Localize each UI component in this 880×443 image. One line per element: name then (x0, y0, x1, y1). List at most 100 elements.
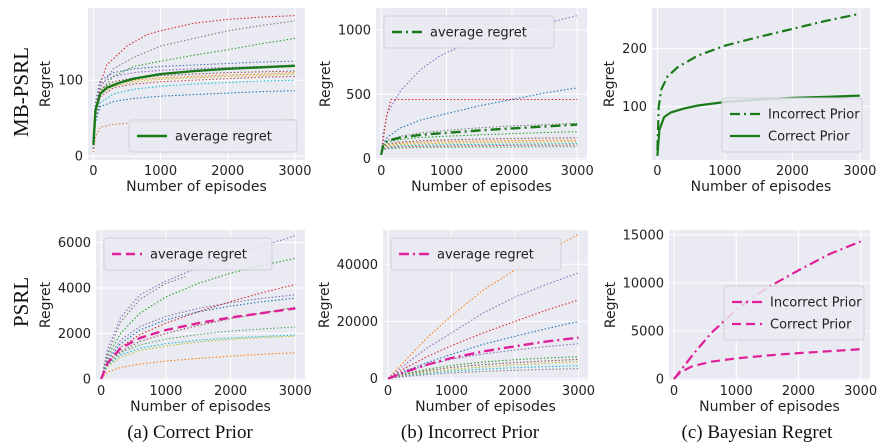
run-line (387, 299, 579, 380)
series-line-average-regret (100, 307, 296, 380)
legend-box (721, 97, 863, 153)
y-tick-label: 20000 (337, 315, 378, 330)
y-tick-label: 0 (370, 372, 378, 387)
x-tick-label: 1000 (720, 384, 753, 399)
x-tick-label: 0 (670, 384, 678, 399)
y-tick-label: 10000 (623, 276, 664, 291)
x-axis-label: Number of episodes (415, 399, 556, 415)
chart-mbpsrl-bayes: 0 1000 2000 3000 100 200 Number of episodes Reg… (602, 8, 876, 195)
x-tick-label: 0 (97, 384, 105, 399)
run-line (100, 334, 296, 380)
run-line (92, 72, 295, 149)
series-group (100, 235, 296, 380)
caption-correct-prior: (a) Correct Prior (127, 422, 253, 443)
x-tick-label: 1000 (144, 164, 177, 179)
run-line (388, 365, 579, 380)
run-line (380, 137, 578, 155)
run-line (380, 122, 578, 155)
y-axis-label: Regret (38, 60, 54, 107)
y-tick-label: 40000 (337, 258, 378, 273)
series-line-average-regret (387, 336, 579, 380)
legend: Incorrect Prior Correct Prior (723, 285, 865, 341)
x-tick-label: 3000 (561, 164, 594, 179)
legend-label: Incorrect Prior (768, 108, 860, 123)
x-axis-label: Number of episodes (130, 399, 271, 415)
run-line (387, 358, 579, 380)
series-line-average-regret (380, 123, 578, 156)
chart-mbpsrl-correct: 0 1000 2000 3000 0 100 Number of episodes Regre… (38, 8, 311, 195)
y-axis-label: Regret (317, 281, 333, 328)
series-group (673, 240, 862, 380)
run-line (387, 320, 579, 380)
x-tick-label: 0 (89, 164, 97, 179)
y-tick-label: 200 (622, 42, 647, 57)
x-tick-label: 0 (384, 384, 392, 399)
run-line (100, 235, 296, 380)
x-tick-label: 2000 (498, 384, 531, 399)
chart-psrl-bayes: 0 1000 2000 3000 0 5000 10000 15000 Number of ep… (603, 228, 877, 415)
run-line (380, 98, 578, 155)
run-line (387, 233, 579, 379)
x-tick-label: 3000 (843, 164, 876, 179)
caption-bayesian-regret: (c) Bayesian Regret (682, 422, 834, 443)
x-tick-label: 3000 (278, 164, 311, 179)
y-axis-label: Regret (602, 60, 618, 107)
legend: Incorrect Prior Correct Prior (721, 97, 863, 153)
y-tick-label: 0 (656, 373, 664, 388)
run-line (100, 297, 296, 380)
row-label-psrl: PSRL (9, 277, 33, 327)
run-line (388, 361, 579, 380)
row-label-mbpsrl: MB-PSRL (9, 47, 33, 137)
run-line (92, 75, 295, 149)
x-tick-label: 2000 (214, 384, 247, 399)
caption-incorrect-prior: (b) Incorrect Prior (401, 422, 540, 443)
legend-label: Correct Prior (770, 318, 852, 333)
x-axis-label: Number of episodes (126, 179, 267, 195)
y-tick-label: 6000 (58, 236, 91, 251)
legend: average regret (390, 237, 562, 271)
y-tick-label: 100 (622, 100, 647, 115)
y-tick-label: 4000 (58, 281, 91, 296)
y-tick-label: 15000 (623, 228, 664, 243)
x-tick-label: 2000 (495, 164, 528, 179)
legend-label: average regret (150, 248, 247, 263)
legend-label: Correct Prior (768, 130, 850, 145)
y-tick-label: 2000 (58, 327, 91, 342)
run-line (92, 60, 295, 149)
series-line-incorrect-prior (656, 12, 861, 151)
legend-box (383, 15, 555, 49)
run-line (100, 283, 296, 380)
run-line (387, 272, 579, 380)
run-line (380, 139, 578, 155)
legend-box (390, 237, 562, 271)
x-axis-label: Number of episodes (411, 179, 552, 195)
x-tick-label: 3000 (844, 384, 877, 399)
y-tick-label: 0 (75, 150, 83, 165)
y-tick-label: 1000 (338, 23, 371, 38)
legend-box (103, 237, 273, 271)
x-tick-label: 1000 (708, 164, 741, 179)
y-tick-label: 5000 (631, 324, 664, 339)
x-tick-label: 1000 (430, 164, 463, 179)
x-tick-label: 0 (377, 164, 385, 179)
x-tick-label: 1000 (149, 384, 182, 399)
y-tick-label: 0 (83, 372, 91, 387)
x-tick-label: 2000 (211, 164, 244, 179)
legend-label: Incorrect Prior (770, 296, 862, 311)
x-tick-label: 2000 (776, 164, 809, 179)
run-line (388, 368, 579, 380)
run-line (100, 352, 296, 380)
series-line-incorrect-prior (673, 240, 862, 380)
x-tick-label: 1000 (435, 384, 468, 399)
legend-box (723, 285, 865, 341)
y-tick-label: 0 (363, 152, 371, 167)
legend-label: average regret (437, 248, 534, 263)
series-group (387, 233, 579, 380)
y-tick-label: 500 (346, 88, 371, 103)
x-tick-label: 0 (653, 164, 661, 179)
run-line (387, 356, 579, 380)
legend: average regret (128, 119, 298, 153)
chart-psrl-incorrect: 0 1000 2000 3000 0 20000 40000 Number of episod… (317, 230, 595, 415)
legend-label: average regret (430, 26, 527, 41)
